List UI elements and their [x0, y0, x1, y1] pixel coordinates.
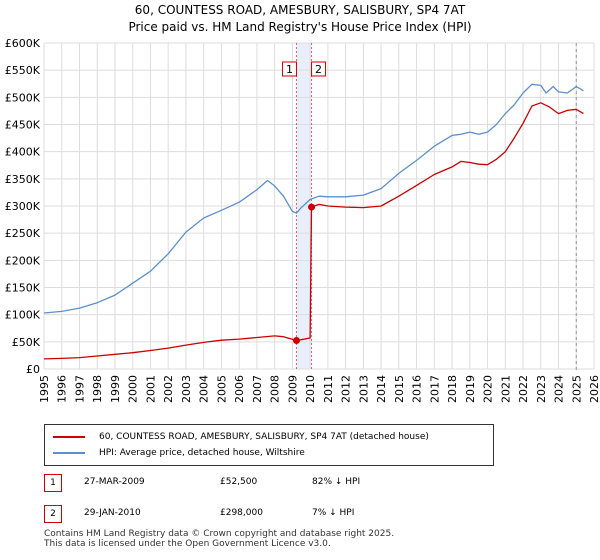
legend: 60, COUNTESS ROAD, AMESBURY, SALISBURY, … [44, 424, 494, 466]
y-tick-label: £350K [5, 173, 41, 186]
x-tick-label: 1995 [38, 375, 51, 403]
transaction-marker: 2 [44, 505, 62, 523]
transaction-box [281, 61, 297, 77]
x-tick-label: 2004 [198, 375, 211, 403]
x-tick-label: 1999 [109, 375, 122, 403]
price-chart: 1995 1996 1997 1998 1999 2000 2001 2002 2003 2004… [5, 37, 600, 403]
transaction-point [308, 203, 316, 211]
x-tick-label: 2020 [482, 375, 495, 403]
y-tick-label: £0 [26, 363, 40, 376]
y-tick-label: £550K [5, 64, 41, 77]
y-tick-label: £400K [5, 146, 41, 159]
x-tick-label: 2011 [322, 375, 335, 403]
x-tick-label: 2016 [411, 375, 424, 403]
x-tick-label: 2021 [499, 375, 512, 403]
legend-item-hpi: HPI: Average price, detached house, Wilt… [53, 446, 305, 460]
transaction-point [292, 336, 300, 344]
transaction-date: 27-MAR-2009 [84, 477, 145, 487]
x-tick-label: 2017 [428, 375, 441, 403]
chart-subtitle: Price paid vs. HM Land Registry's House … [128, 20, 472, 34]
legend-label-hpi: HPI: Average price, detached house, Wilt… [99, 448, 305, 458]
x-tick-label: 2015 [393, 375, 406, 403]
x-tick-label: 2013 [357, 375, 370, 403]
transaction-price: £298,000 [220, 508, 263, 518]
x-tick-label: 2003 [180, 375, 193, 403]
x-tick-label: 2006 [233, 375, 246, 403]
y-tick-label: £500K [5, 91, 41, 104]
y-tick-label: £50K [12, 336, 41, 349]
x-tick-label: 2001 [144, 375, 157, 403]
x-tick-label: 2002 [162, 375, 175, 403]
y-tick-label: £450K [5, 119, 41, 132]
x-tick-label: 2010 [304, 375, 317, 403]
x-tick-label: 2024 [553, 375, 566, 403]
transaction-price: £52,500 [220, 477, 258, 487]
x-tick-label: 2025 [570, 375, 583, 403]
x-tick-label: 2023 [535, 375, 548, 403]
transaction-box-label: 2 [315, 63, 322, 76]
hpi-line [43, 83, 584, 314]
x-tick-label: 2008 [269, 375, 282, 403]
y-tick-label: £300K [5, 200, 41, 213]
transaction-box [311, 61, 327, 77]
transaction-hpi-diff: 82% ↓ HPI [312, 477, 361, 487]
transaction-hpi-diff: 7% ↓ HPI [312, 508, 355, 518]
y-tick-label: £600K [5, 37, 41, 50]
x-tick-label: 2007 [251, 375, 264, 403]
transaction-marker: 1 [44, 474, 62, 492]
footer: Contains HM Land Registry data © Crown c… [44, 529, 394, 549]
x-tick-label: 2000 [127, 375, 140, 403]
x-tick-label: 1997 [73, 375, 86, 403]
x-tick-label: 2019 [464, 375, 477, 403]
x-tick-label: 1996 [56, 375, 69, 403]
x-tick-label: 2018 [446, 375, 459, 403]
x-tick-label: 2009 [286, 375, 299, 403]
x-tick-label: 1998 [91, 375, 104, 403]
y-tick-label: £100K [5, 309, 41, 322]
footer-line-2: This data is licensed under the Open Gov… [44, 539, 331, 549]
property-price-line [43, 102, 584, 360]
x-tick-label: 2026 [588, 375, 600, 403]
y-tick-label: £250K [5, 227, 41, 240]
x-tick-label: 2012 [340, 375, 353, 403]
legend-swatch-property [53, 436, 85, 438]
legend-swatch-hpi [53, 452, 85, 454]
x-tick-label: 2005 [215, 375, 228, 403]
transaction-date: 29-JAN-2010 [84, 508, 141, 518]
x-tick-label: 2022 [517, 375, 530, 403]
y-tick-label: £200K [5, 254, 41, 267]
x-tick-label: 2014 [375, 375, 388, 403]
y-tick-label: £150K [5, 282, 41, 295]
chart-title: 60, COUNTESS ROAD, AMESBURY, SALISBURY, … [134, 3, 466, 17]
transaction-box-label: 1 [286, 63, 293, 76]
legend-label-property: 60, COUNTESS ROAD, AMESBURY, SALISBURY, … [99, 432, 429, 442]
legend-item-property: 60, COUNTESS ROAD, AMESBURY, SALISBURY, … [53, 430, 429, 444]
footer-line-1: Contains HM Land Registry data © Crown c… [44, 529, 395, 539]
